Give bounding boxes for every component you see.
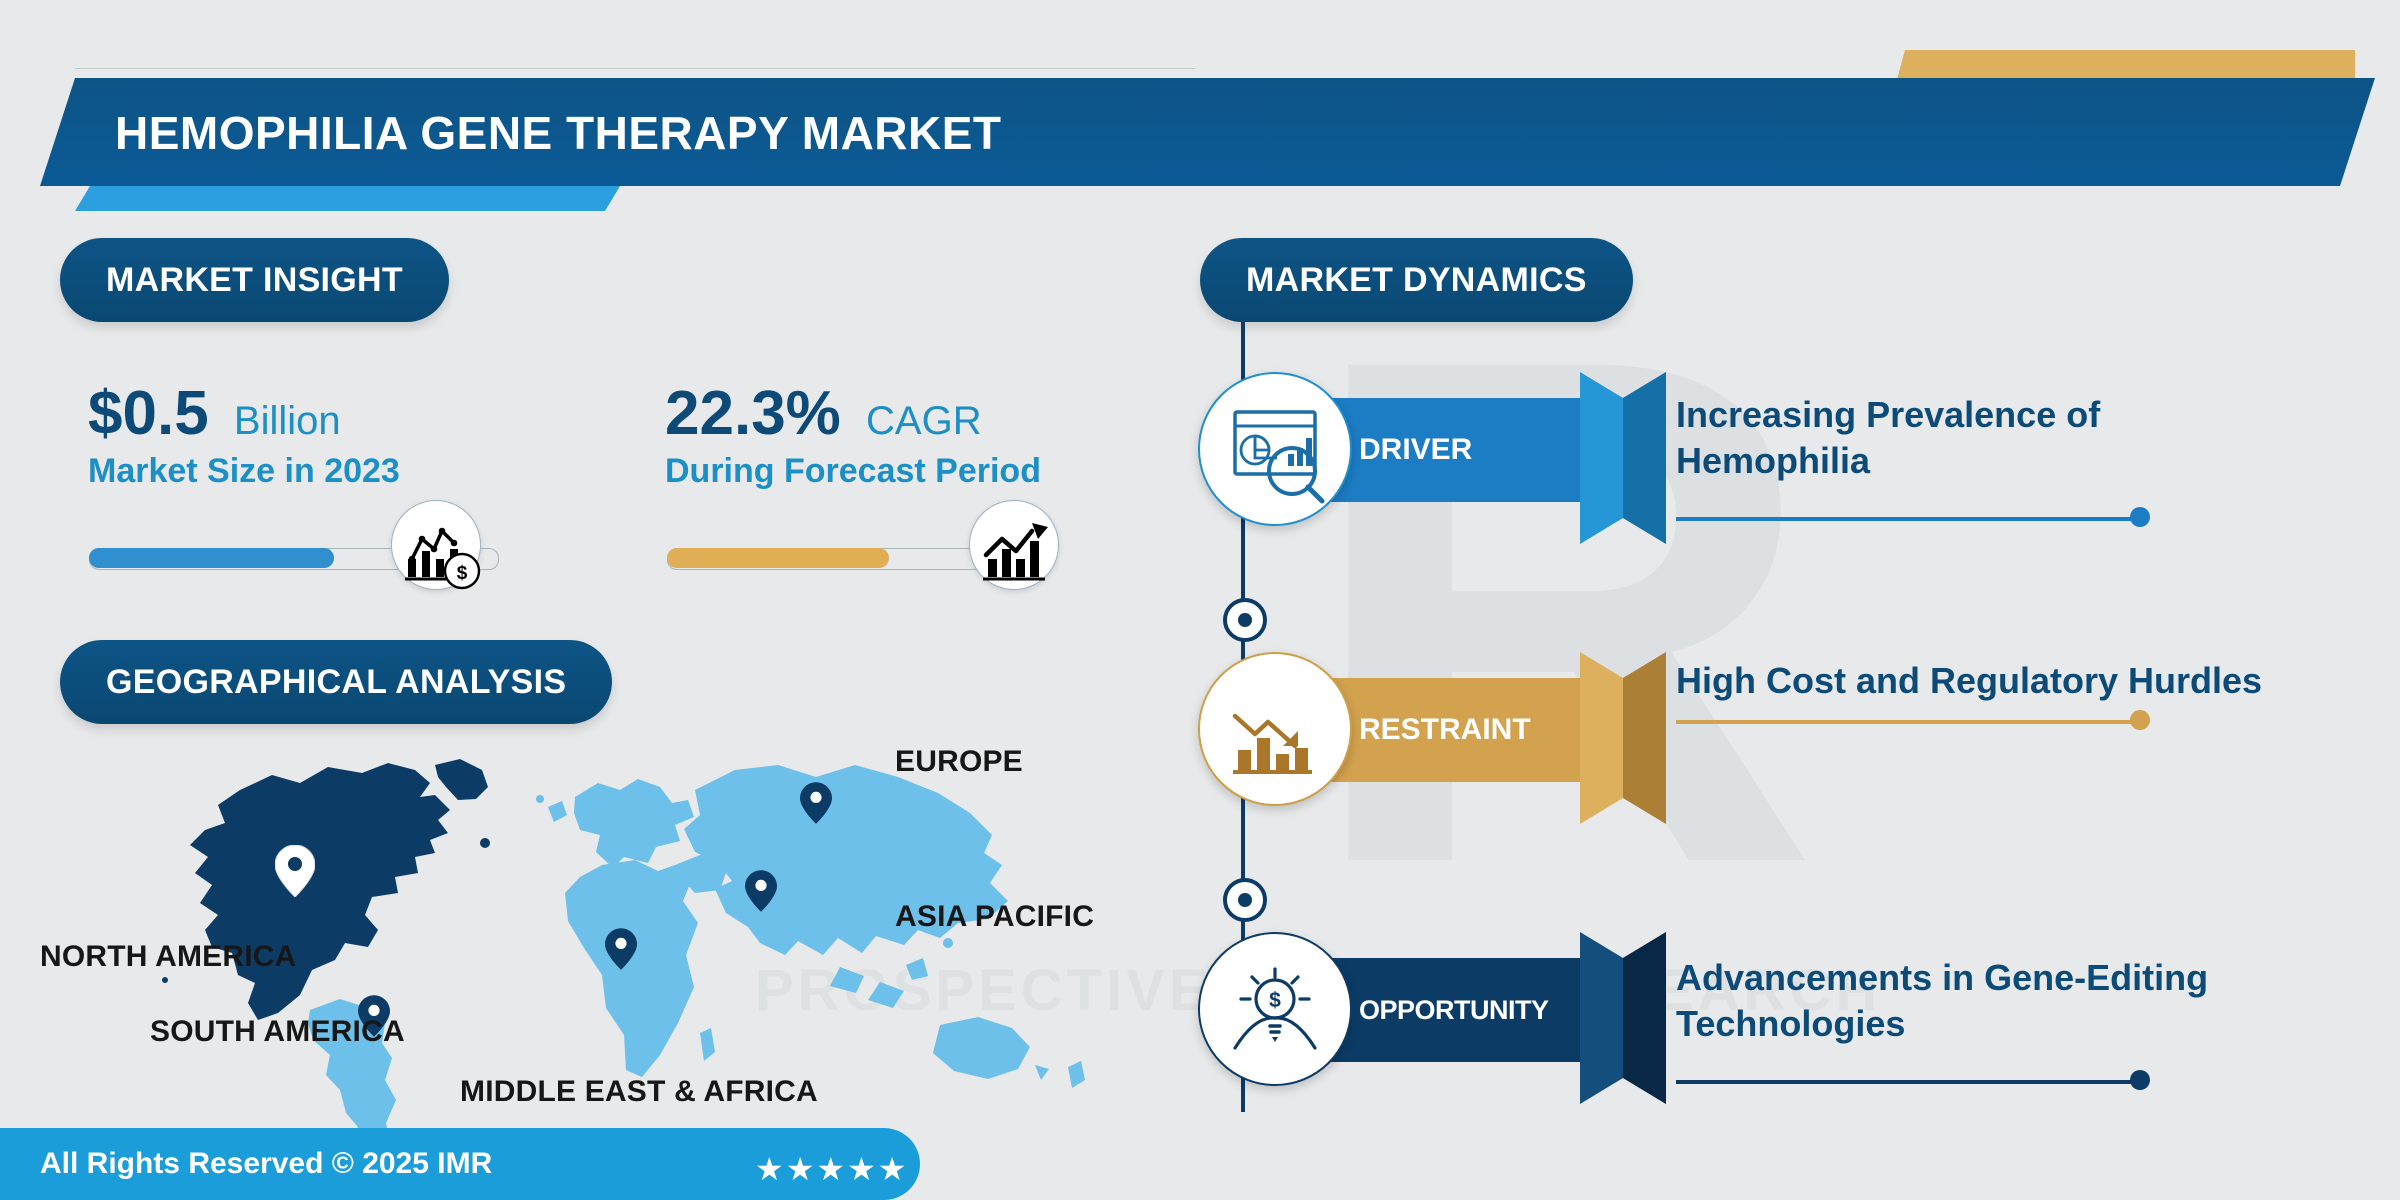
svg-text:R: R xyxy=(1300,260,1820,1013)
svg-text:$: $ xyxy=(1269,989,1281,1012)
svg-text:$: $ xyxy=(457,563,468,584)
